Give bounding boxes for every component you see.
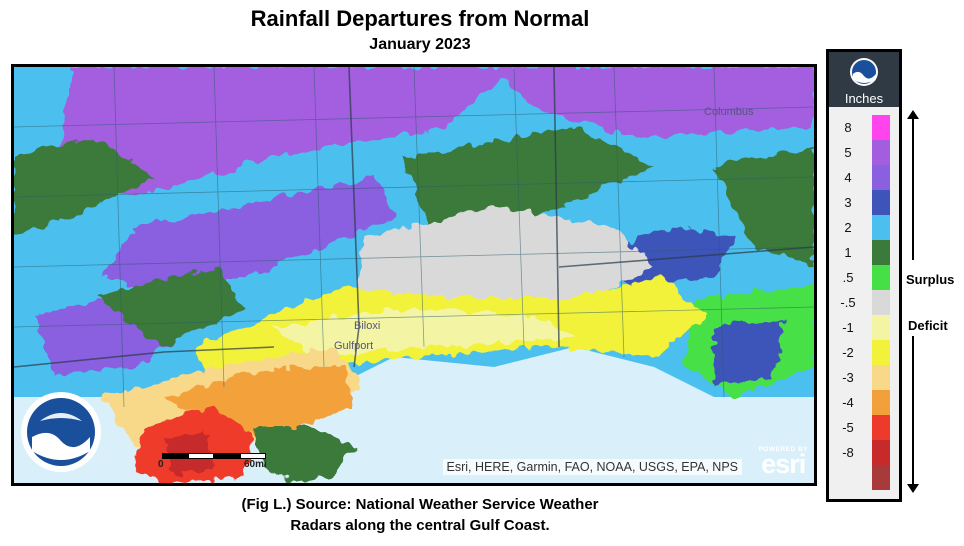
legend-item-swatch (872, 415, 890, 440)
legend-item: -4 (829, 390, 899, 415)
place-label-columbus: Columbus (704, 106, 754, 118)
legend-item-label: 5 (844, 145, 852, 160)
legend-unit: Inches (844, 91, 884, 106)
noaa-seal-icon (20, 391, 102, 473)
legend-item-swatch (872, 115, 890, 140)
legend-item: 4 (829, 165, 899, 190)
legend-item: -3 (829, 365, 899, 390)
legend-header: Inches (829, 52, 899, 107)
map-attribution: Esri, HERE, Garmin, FAO, NOAA, USGS, EPA… (442, 459, 742, 475)
legend-item-label: -3 (842, 370, 854, 385)
legend-item-label: -2 (842, 345, 854, 360)
scale-label-end: 60mi (244, 459, 267, 470)
esri-powered-by: POWERED BY (758, 446, 808, 453)
legend-item-swatch (872, 440, 890, 465)
region-neutral (354, 207, 654, 317)
region-surplus-5-north (54, 67, 514, 197)
legend-item-label: -4 (842, 395, 854, 410)
legend-item-label: 4 (844, 170, 852, 185)
figure-caption: (Fig L.) Source: National Weather Servic… (0, 494, 840, 536)
legend-item-swatch (872, 290, 890, 315)
region-surplus-4-band (104, 177, 394, 297)
esri-logo: POWERED BY esri (758, 446, 808, 479)
deficit-arrow-head (907, 484, 919, 493)
surplus-label: Surplus (906, 272, 955, 287)
legend-item-swatch (872, 340, 890, 365)
legend-item-swatch (872, 140, 890, 165)
place-label-biloxi: Biloxi (354, 320, 380, 332)
legend-item: 3 (829, 190, 899, 215)
legend-item: -5 (829, 415, 899, 440)
legend-item-label: -8 (842, 445, 854, 460)
caption-line-1: (Fig L.) Source: National Weather Servic… (241, 496, 599, 513)
rainfall-map[interactable]: Biloxi Gulfport Columbus 0 60mi Esri, HE… (11, 64, 817, 486)
map-legend: Inches 8 5 4 3 2 1 .5 -.5 -1 -2 -3 -4 -5 -8 (826, 49, 902, 502)
map-canvas: Biloxi Gulfport Columbus (14, 67, 814, 483)
legend-item: 8 (829, 115, 899, 140)
legend-item (829, 465, 899, 490)
region-surplus-5-northeast (494, 67, 814, 137)
legend-item-swatch (872, 315, 890, 340)
scale-label-start: 0 (158, 459, 164, 470)
legend-body: 8 5 4 3 2 1 .5 -.5 -1 -2 -3 -4 -5 -8 (829, 107, 899, 499)
legend-item: -8 (829, 440, 899, 465)
legend-item: .5 (829, 265, 899, 290)
surplus-arrow-line (912, 118, 914, 260)
region-surplus-3-east (714, 317, 784, 387)
legend-item-swatch (872, 240, 890, 265)
legend-item-label: -1 (842, 320, 854, 335)
deficit-label: Deficit (908, 318, 948, 333)
state-boundaries (14, 67, 814, 368)
noaa-logo-icon (850, 58, 878, 86)
caption-line-2: Radars along the central Gulf Coast. (290, 517, 550, 534)
legend-item-swatch (872, 215, 890, 240)
legend-item-swatch (872, 190, 890, 215)
legend-item-label: 8 (844, 120, 852, 135)
region-surplus-1-west (14, 137, 154, 237)
legend-item-swatch (872, 265, 890, 290)
legend-item-swatch (872, 365, 890, 390)
place-label-gulfport: Gulfport (334, 340, 373, 352)
region-surplus-1-southwest (94, 267, 244, 347)
legend-item-label: 3 (844, 195, 852, 210)
region-delta-surplus (254, 427, 354, 483)
surplus-arrow-head (907, 110, 919, 119)
legend-item-swatch (872, 390, 890, 415)
legend-item-label: -.5 (840, 295, 856, 310)
deficit-arrow-line (912, 336, 914, 486)
legend-item: -1 (829, 315, 899, 340)
legend-item-label: -5 (842, 420, 854, 435)
legend-item: -.5 (829, 290, 899, 315)
legend-item-swatch (872, 165, 890, 190)
legend-item-swatch (872, 465, 890, 490)
chart-title: Rainfall Departures from Normal (250, 6, 590, 31)
legend-item-label: 1 (844, 245, 852, 260)
county-boundaries (14, 67, 814, 408)
legend-item: -2 (829, 340, 899, 365)
map-scale-bar: 0 60mi (148, 453, 288, 471)
legend-item: 2 (829, 215, 899, 240)
esri-wordmark: esri (761, 449, 806, 479)
legend-item-label: .5 (842, 270, 854, 285)
region-deficit-1 (274, 307, 574, 357)
region-surplus-1-central (404, 127, 654, 237)
legend-item: 5 (829, 140, 899, 165)
legend-item: 1 (829, 240, 899, 265)
region-surplus-1-east (714, 147, 814, 267)
legend-item-label: 2 (844, 220, 852, 235)
chart-subtitle: January 2023 (369, 36, 471, 53)
